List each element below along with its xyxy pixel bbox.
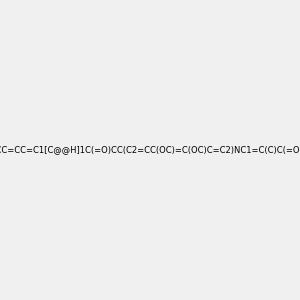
Text: CCOC1=CC=CC=C1[C@@H]1C(=O)CC(C2=CC(OC)=C(OC)C=C2)NC1=C(C)C(=O)OCCOCC: CCOC1=CC=CC=C1[C@@H]1C(=O)CC(C2=CC(OC)=C…	[0, 146, 300, 154]
